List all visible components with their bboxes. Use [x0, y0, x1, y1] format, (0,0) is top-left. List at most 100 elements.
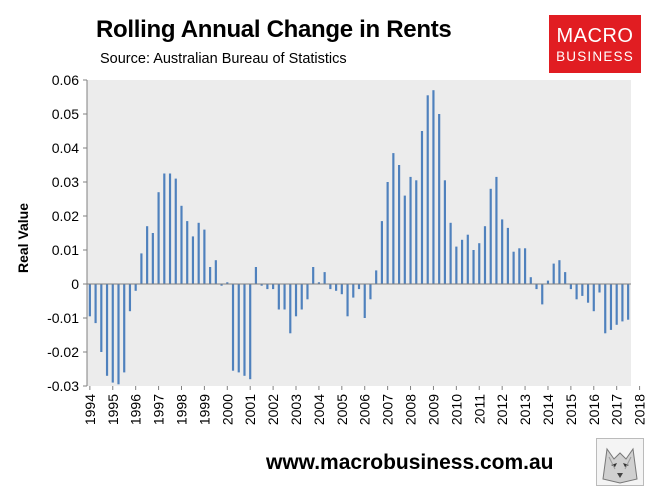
logo-line-2: BUSINESS: [556, 49, 634, 64]
bar-q5: [111, 284, 114, 383]
x-tick-label-2005: 2005: [334, 394, 350, 425]
bar-q77: [523, 248, 527, 284]
bar-q27: [237, 284, 240, 373]
bar-q16: [174, 178, 177, 284]
bar-q41: [317, 282, 321, 284]
x-tick-label-2014: 2014: [540, 394, 556, 425]
bar-series: [88, 90, 630, 385]
bar-q20: [197, 222, 200, 284]
bar-q78: [529, 277, 532, 284]
y-tick-label: -0.03: [47, 378, 79, 394]
chart-subtitle: Source: Australian Bureau of Statistics: [100, 51, 347, 67]
x-tick-label-2009: 2009: [425, 394, 441, 425]
bar-q14: [163, 173, 166, 284]
x-tick-label-2002: 2002: [265, 394, 281, 425]
bar-q32: [266, 284, 269, 290]
bar-q40: [312, 267, 315, 284]
bar-q8: [128, 284, 132, 312]
x-tick-label-2012: 2012: [494, 394, 510, 425]
bar-q19: [191, 236, 195, 284]
bar-q85: [569, 284, 572, 290]
x-tick-label-2013: 2013: [517, 394, 533, 425]
bar-q13: [157, 192, 160, 284]
bar-q33: [272, 284, 275, 290]
bar-q59: [420, 131, 424, 284]
bar-q4: [105, 284, 109, 376]
bar-q3: [100, 284, 103, 352]
bar-q93: [615, 284, 618, 325]
bar-q73: [501, 219, 504, 284]
bar-q10: [140, 253, 143, 284]
bar-q43: [329, 284, 332, 290]
bar-q34: [277, 284, 280, 310]
bar-q65: [455, 246, 458, 284]
bar-q25: [226, 282, 229, 284]
bar-q7: [123, 284, 126, 373]
x-tick-label-1996: 1996: [128, 394, 144, 425]
bar-q68: [472, 250, 475, 284]
x-tick-label-2003: 2003: [288, 394, 304, 425]
bar-q46: [346, 284, 349, 317]
logo-line-1: MACRO: [556, 25, 634, 47]
bar-q9: [134, 284, 137, 291]
bar-q82: [552, 263, 555, 284]
bar-q49: [363, 284, 366, 318]
footer-url[interactable]: www.macrobusiness.com.au: [266, 451, 554, 474]
x-tick-label-1999: 1999: [196, 394, 212, 425]
bar-q76: [518, 248, 521, 284]
x-tick-label-1994: 1994: [82, 394, 98, 425]
bar-q22: [209, 267, 212, 284]
bar-q83: [558, 260, 561, 284]
bar-q87: [581, 284, 584, 296]
bar-q30: [254, 267, 258, 284]
bar-q74: [506, 227, 509, 284]
bar-q44: [335, 284, 338, 291]
bar-q45: [340, 284, 343, 295]
bar-q11: [146, 226, 149, 284]
bar-q72: [495, 176, 498, 284]
y-tick-label: 0.04: [52, 140, 79, 156]
bar-q67: [466, 234, 469, 284]
bar-q92: [609, 284, 613, 330]
x-tick-label-2011: 2011: [471, 394, 487, 424]
x-tick-label-2016: 2016: [586, 394, 602, 425]
x-tick-label-1997: 1997: [151, 394, 167, 425]
x-tick-label-1998: 1998: [173, 394, 189, 425]
bar-q86: [575, 284, 578, 300]
bar-q29: [249, 284, 252, 380]
bar-q31: [260, 284, 263, 286]
chart-title: Rolling Annual Change in Rents: [96, 16, 452, 43]
bar-q24: [220, 284, 223, 286]
bar-q88: [586, 284, 590, 303]
bar-q1: [88, 284, 91, 317]
bar-q37: [294, 284, 298, 317]
bar-q58: [415, 180, 418, 284]
x-tick-label-2007: 2007: [380, 394, 396, 425]
bar-q80: [541, 284, 544, 305]
bar-q21: [203, 229, 206, 284]
y-tick-label: 0.01: [52, 242, 79, 258]
y-tick-label: 0.03: [52, 174, 79, 190]
x-tick-label-2017: 2017: [609, 394, 625, 425]
x-tick-label-2000: 2000: [219, 394, 235, 425]
bar-q63: [443, 180, 446, 284]
y-tick-label: -0.01: [47, 310, 79, 326]
y-axis-ticks: -0.03 -0.02 -0.01 0 0.01 0.02 0.03 0.04 0.05 0.06: [47, 72, 87, 394]
bar-q12: [151, 233, 154, 284]
bar-q55: [398, 165, 401, 284]
bar-q95: [627, 284, 630, 320]
bar-q62: [438, 114, 441, 284]
y-tick-label: 0.02: [52, 208, 79, 224]
bar-q39: [306, 284, 309, 300]
bar-q71: [489, 188, 492, 284]
bar-q50: [369, 284, 372, 300]
x-tick-label-2018: 2018: [632, 394, 648, 425]
bar-q57: [409, 176, 412, 284]
bar-q75: [512, 251, 515, 284]
y-tick-label: 0: [71, 276, 79, 292]
bar-q38: [300, 284, 303, 310]
bar-q48: [357, 284, 361, 290]
bar-q94: [621, 284, 624, 322]
bar-q70: [483, 226, 487, 284]
